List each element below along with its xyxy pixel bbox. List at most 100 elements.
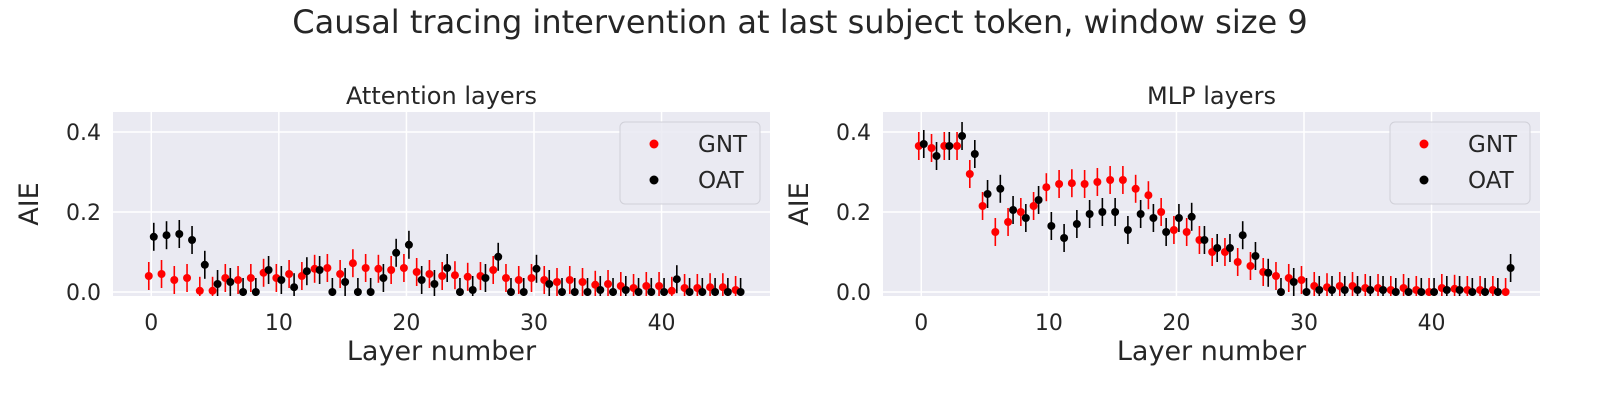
oat-point: [1302, 288, 1311, 296]
gnt-point: [489, 266, 498, 274]
gnt-point: [348, 259, 357, 268]
legend: GNT OAT: [1389, 121, 1531, 205]
series-gnt: [144, 249, 740, 296]
panel-title: MLP layers: [1147, 82, 1276, 110]
oat-point: [1200, 236, 1209, 244]
figure-title: Causal tracing intervention at last subj…: [292, 3, 1307, 41]
oat-point: [1442, 286, 1451, 294]
oat-point: [698, 288, 707, 296]
gnt-point: [978, 202, 987, 210]
y-axis-label: AIE: [14, 182, 45, 226]
gnt-point: [1182, 228, 1191, 236]
series-gnt: [914, 132, 1510, 296]
oat-point: [545, 280, 554, 288]
gnt-point: [1093, 178, 1102, 186]
gnt-point: [450, 271, 459, 280]
oat-point: [404, 240, 413, 249]
gnt-point: [1118, 176, 1127, 184]
gnt-point: [1501, 288, 1510, 296]
gnt-point: [157, 270, 166, 278]
gnt-point: [565, 276, 574, 284]
oat-point: [1455, 286, 1464, 294]
gnt-point: [234, 276, 243, 284]
gnt-point: [463, 272, 472, 281]
legend-marker-oat: [1419, 175, 1429, 185]
y-tick-label: 0.4: [836, 121, 871, 146]
gnt-point: [438, 272, 447, 280]
gnt-point: [374, 264, 383, 273]
oat-point: [162, 231, 171, 240]
oat-point: [277, 276, 286, 284]
oat-point: [379, 274, 388, 282]
oat-point: [468, 286, 477, 294]
oat-point: [1111, 208, 1120, 216]
gnt-point: [604, 280, 613, 288]
oat-point: [983, 190, 992, 198]
oat-point: [290, 283, 299, 292]
y-tick-label: 0.2: [836, 201, 871, 226]
gnt-point: [170, 276, 179, 284]
gnt-point: [323, 264, 332, 272]
y-tick-label: 0.0: [66, 281, 101, 306]
oat-point: [506, 288, 515, 296]
oat-point: [1276, 288, 1285, 296]
gnt-point: [399, 264, 408, 272]
oat-point: [1328, 286, 1337, 294]
oat-point: [1430, 288, 1439, 296]
oat-point: [1060, 234, 1069, 242]
oat-point: [1468, 288, 1477, 296]
oat-point: [1379, 286, 1388, 294]
gnt-point: [1271, 272, 1280, 280]
oat-point: [1009, 206, 1018, 214]
oat-point: [366, 288, 375, 296]
oat-point: [494, 252, 503, 261]
x-tick-label: 10: [265, 311, 293, 336]
gnt-point: [297, 272, 306, 280]
oat-point: [1136, 210, 1145, 218]
gnt-point: [1157, 208, 1166, 216]
gnt-point: [336, 270, 345, 278]
gnt-point: [1233, 258, 1242, 266]
oat-point: [996, 184, 1005, 193]
oat-point: [1047, 222, 1056, 230]
gnt-point: [1080, 180, 1089, 188]
oat-point: [1098, 208, 1107, 216]
oat-point: [175, 230, 184, 238]
oat-point: [1149, 214, 1158, 222]
gnt-point: [718, 283, 727, 292]
gnt-point: [1106, 176, 1115, 184]
oat-point: [609, 288, 618, 296]
x-tick-label: 0: [144, 311, 158, 336]
x-tick-label: 0: [914, 311, 928, 336]
gnt-point: [144, 272, 153, 280]
oat-point: [481, 274, 490, 282]
y-tick-label: 0.0: [836, 281, 871, 306]
oat-point: [392, 248, 401, 257]
oat-point: [1021, 214, 1030, 222]
legend-label-gnt: GNT: [698, 132, 748, 158]
oat-point: [341, 278, 350, 286]
oat-point: [226, 278, 235, 286]
gnt-point: [1246, 262, 1255, 270]
oat-point: [1085, 210, 1094, 218]
gnt-point: [655, 282, 664, 290]
oat-point: [1187, 212, 1196, 221]
panel-2: 0 10 20 30 40 0.0 0.2 0.4 MLP layers Layer number…: [784, 82, 1540, 367]
oat-point: [647, 288, 656, 296]
gnt-point: [965, 170, 974, 178]
oat-point: [1162, 228, 1171, 236]
oat-point: [1264, 268, 1273, 277]
gnt-point: [667, 286, 676, 295]
oat-point: [558, 288, 567, 296]
legend: GNT OAT: [619, 121, 761, 205]
oat-point: [417, 276, 426, 284]
gnt-point: [183, 274, 192, 282]
oat-point: [1315, 286, 1324, 294]
oat-point: [1493, 288, 1502, 296]
oat-point: [1366, 286, 1375, 294]
gnt-point: [1029, 202, 1038, 210]
gnt-point: [991, 228, 1000, 236]
oat-point: [736, 288, 745, 296]
oat-point: [328, 288, 337, 296]
gnt-point: [285, 270, 294, 278]
